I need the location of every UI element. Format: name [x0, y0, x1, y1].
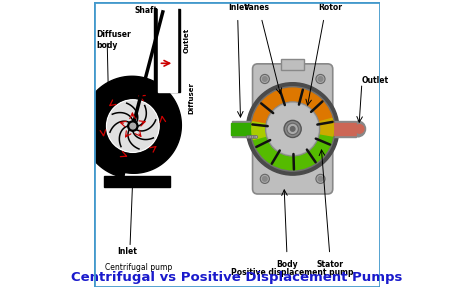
Circle shape	[255, 135, 258, 138]
Circle shape	[130, 123, 136, 129]
Circle shape	[265, 102, 320, 156]
Circle shape	[108, 101, 158, 151]
Text: Body: Body	[276, 260, 298, 269]
Wedge shape	[252, 122, 292, 139]
Circle shape	[250, 135, 253, 138]
Bar	[230, 123, 258, 134]
Polygon shape	[82, 76, 182, 177]
Circle shape	[250, 87, 335, 171]
Circle shape	[246, 135, 249, 138]
Text: Centrifugal vs Positive Displacement Pumps: Centrifugal vs Positive Displacement Pum…	[71, 272, 403, 285]
Text: Inlet: Inlet	[228, 3, 247, 12]
Circle shape	[287, 123, 298, 134]
Polygon shape	[154, 9, 180, 92]
Wedge shape	[357, 121, 365, 137]
Text: Stator: Stator	[316, 260, 343, 269]
Circle shape	[316, 74, 325, 84]
Circle shape	[128, 121, 138, 131]
FancyBboxPatch shape	[253, 64, 333, 194]
Text: Rotor: Rotor	[319, 3, 342, 12]
Text: Outlet: Outlet	[183, 28, 189, 53]
Bar	[329, 123, 356, 134]
Bar	[232, 121, 258, 137]
Polygon shape	[158, 6, 176, 92]
Circle shape	[267, 104, 318, 154]
Circle shape	[246, 83, 339, 175]
Circle shape	[284, 120, 301, 137]
Circle shape	[318, 77, 323, 81]
Bar	[281, 59, 304, 71]
Circle shape	[356, 125, 364, 133]
Text: Shaft: Shaft	[134, 6, 157, 15]
Text: Outlet: Outlet	[362, 76, 389, 85]
Circle shape	[318, 177, 323, 181]
Text: Diffuser
body: Diffuser body	[96, 31, 131, 50]
Circle shape	[260, 74, 269, 84]
Circle shape	[107, 100, 159, 152]
Text: Centrifugal pump: Centrifugal pump	[105, 263, 172, 272]
Circle shape	[260, 174, 269, 183]
Text: Positive displacement pump: Positive displacement pump	[231, 268, 354, 277]
Circle shape	[263, 177, 267, 181]
Text: Diffuser: Diffuser	[189, 82, 194, 113]
Circle shape	[253, 135, 256, 138]
Circle shape	[263, 77, 267, 81]
Circle shape	[291, 127, 295, 131]
Bar	[328, 121, 356, 137]
Text: Vanes: Vanes	[244, 3, 270, 12]
Wedge shape	[292, 118, 333, 136]
Circle shape	[316, 174, 325, 183]
Text: Inlet: Inlet	[117, 247, 137, 256]
Circle shape	[248, 135, 251, 138]
Wedge shape	[252, 129, 333, 170]
Circle shape	[251, 135, 254, 138]
Polygon shape	[104, 176, 170, 187]
Wedge shape	[252, 88, 333, 129]
